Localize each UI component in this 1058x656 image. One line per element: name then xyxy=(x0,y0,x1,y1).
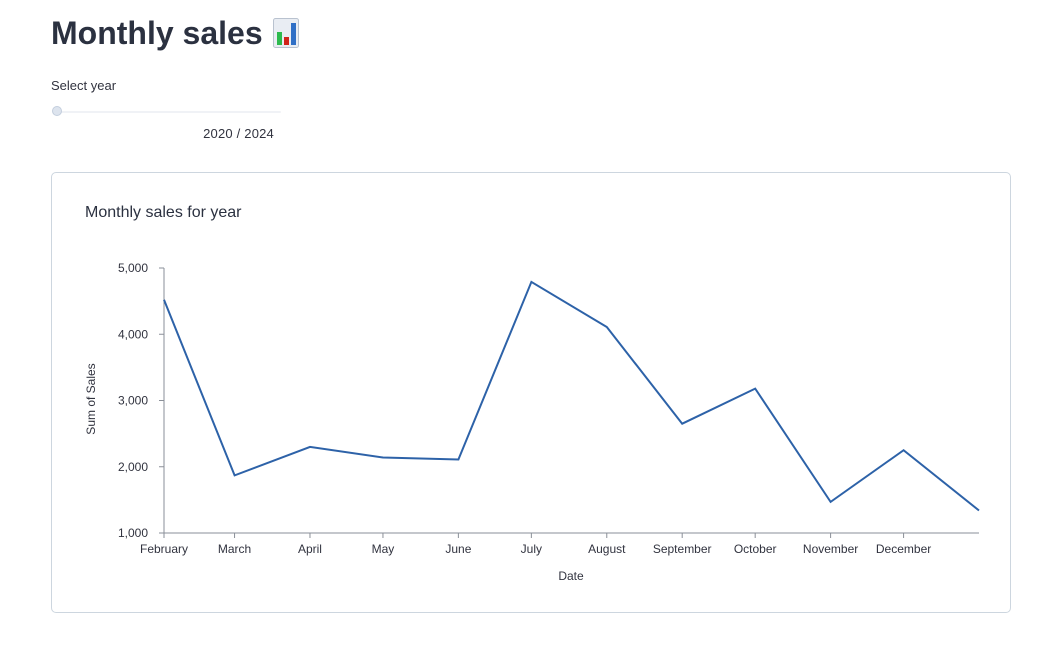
page-title-text: Monthly sales xyxy=(51,15,263,51)
y-tick-label: 3,000 xyxy=(118,394,148,408)
year-slider-track[interactable] xyxy=(57,111,281,113)
x-tick-label: September xyxy=(653,542,712,556)
bar-chart-icon xyxy=(272,18,299,48)
x-tick-label: March xyxy=(218,542,251,556)
x-tick-label: October xyxy=(734,542,777,556)
series-line xyxy=(163,280,980,512)
y-axis-title: Sum of Sales xyxy=(84,363,98,434)
x-axis-title: Date xyxy=(558,569,584,583)
y-tick-label: 5,000 xyxy=(118,261,148,275)
year-slider-label: Select year xyxy=(51,78,117,93)
chart-card: Monthly sales for year 1,000 2,000 3,000 4,… xyxy=(51,172,1011,613)
line-chart: 1,000 2,000 3,000 4,000 5,000 February March A… xyxy=(84,261,980,583)
y-axis: 1,000 2,000 3,000 4,000 5,000 xyxy=(118,261,165,540)
y-tick-label: 4,000 xyxy=(118,327,148,341)
x-tick-label: February xyxy=(140,542,188,556)
x-tick-label: July xyxy=(521,542,542,556)
year-slider-thumb[interactable] xyxy=(52,106,62,116)
chart-title: Monthly sales for year xyxy=(85,204,242,221)
x-tick-label: June xyxy=(445,542,471,556)
series-layer xyxy=(163,280,980,512)
year-slider-value: 2020 / 2024 xyxy=(203,126,274,141)
y-tick-label: 2,000 xyxy=(118,460,148,474)
x-tick-label: November xyxy=(803,542,858,556)
x-axis: February March April May June July August Septe… xyxy=(140,532,979,556)
x-tick-label: August xyxy=(588,542,626,556)
x-tick-label: December xyxy=(876,542,931,556)
y-tick-label: 1,000 xyxy=(118,526,148,540)
page-title: Monthly sales xyxy=(51,12,299,54)
x-tick-label: May xyxy=(372,542,395,556)
x-tick-label: April xyxy=(298,542,322,556)
